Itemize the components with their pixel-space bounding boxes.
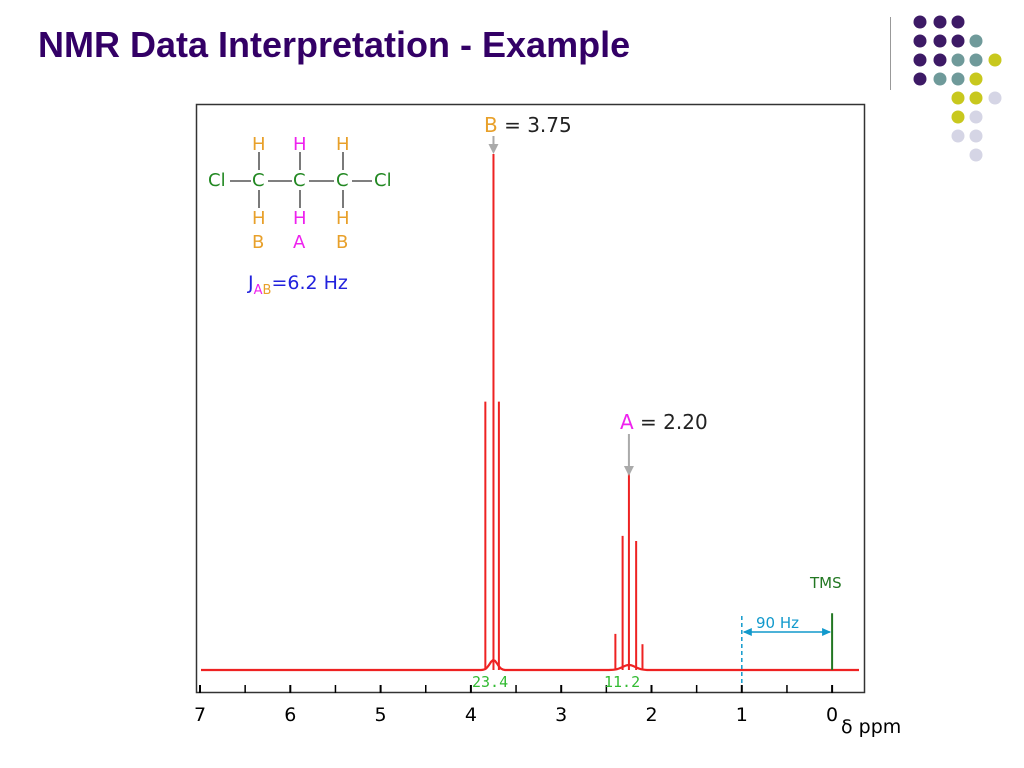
x-tick-label: 5 [374, 704, 387, 726]
h-top-3: H [336, 134, 350, 155]
decor-dot [969, 110, 983, 124]
decor-dot [969, 53, 983, 67]
plot-frame [195, 103, 866, 694]
atom-c3: C [336, 170, 349, 191]
decor-dot [951, 110, 965, 124]
slide-title: NMR Data Interpretation - Example [38, 24, 631, 65]
h-bottom-3: H [336, 208, 350, 229]
peak-b-value: = 3.75 [504, 113, 572, 137]
x-tick-label: 2 [645, 704, 658, 726]
peak-b-label: B = 3.75 [484, 113, 572, 137]
coupling-value: =6.2 Hz [271, 272, 348, 294]
decor-dot [951, 91, 965, 105]
h-bottom-2: H [293, 208, 307, 229]
x-axis-label: δ ppm [841, 716, 902, 738]
peak-a-letter: A [620, 410, 634, 434]
peak-a-label: A = 2.20 [620, 410, 708, 434]
x-tick-label: 1 [735, 704, 748, 726]
x-tick-label: 4 [464, 704, 477, 726]
decor-dot [988, 91, 1002, 105]
decor-dot [933, 53, 947, 67]
decor-dot [951, 34, 965, 48]
decor-dot [951, 53, 965, 67]
peak-a-value: = 2.20 [640, 410, 708, 434]
x-tick-label: 3 [555, 704, 568, 726]
coupling-sub-a: A [253, 283, 263, 298]
atom-cl-right: Cl [374, 170, 392, 191]
atom-c1: C [252, 170, 265, 191]
x-tick-label: 6 [284, 704, 297, 726]
integral-a-label: 11.2 [604, 673, 641, 691]
arrow-peak-b-head [488, 144, 499, 154]
x-tick-label: 7 [193, 704, 207, 726]
decor-dot [988, 53, 1002, 67]
arrow-peak-a-head [623, 466, 634, 476]
decor-dot [969, 148, 983, 162]
scale-bar-arrow-right [822, 628, 832, 636]
x-tick-label: 0 [826, 704, 839, 726]
proton-label-b-right: B [336, 232, 349, 253]
atom-cl-left: Cl [208, 170, 226, 191]
decor-dot [913, 34, 927, 48]
decor-dot [969, 91, 983, 105]
decor-dot [951, 15, 965, 29]
peak-b-letter: B [484, 113, 498, 137]
coupling-sub-b: B [262, 283, 272, 298]
proton-label-b-left: B [252, 232, 265, 253]
decor-dot [933, 34, 947, 48]
decor-dot [951, 129, 965, 143]
decor-dot [969, 129, 983, 143]
coupling-j: J [248, 272, 254, 294]
scale-bar-label: 90 Hz [756, 614, 800, 632]
spectrum-plot [195, 103, 866, 694]
atom-c2: C [293, 170, 306, 191]
decor-dot [969, 34, 983, 48]
decor-dot [969, 72, 983, 86]
decor-dot [913, 72, 927, 86]
decor-dot [933, 15, 947, 29]
h-top-1: H [252, 134, 266, 155]
proton-label-a: A [293, 232, 306, 253]
decor-dot [933, 72, 947, 86]
title-divider [890, 17, 891, 90]
h-bottom-1: H [252, 208, 266, 229]
scale-bar-arrow-left [742, 628, 752, 636]
decor-dot [951, 72, 965, 86]
decor-dot [913, 15, 927, 29]
spectrum-baseline [201, 658, 859, 672]
coupling-constant: JAB=6.2 Hz [248, 272, 348, 298]
integral-b-label: 23.4 [472, 673, 509, 691]
nmr-spectrum-figure: H H H Cl C C C Cl H H H B A B JAB=6.2 Hz… [194, 103, 901, 738]
decor-dot [913, 53, 927, 67]
tms-label: TMS [810, 574, 842, 592]
h-top-2: H [293, 134, 307, 155]
